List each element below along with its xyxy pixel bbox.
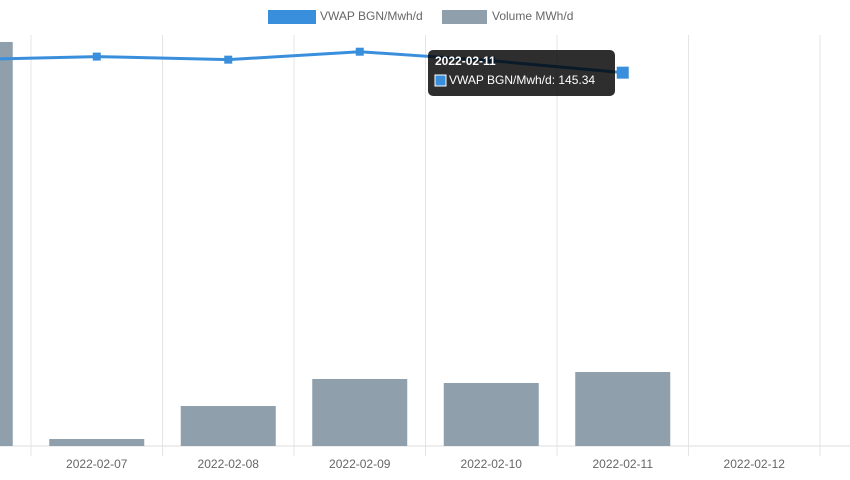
tooltip-swatch (434, 74, 447, 87)
x-tick-label: 2022-02-08 (198, 457, 260, 471)
point (616, 66, 629, 79)
bar (443, 382, 539, 446)
x-tick-label: 2022-02-12 (724, 457, 786, 471)
bar (180, 406, 276, 446)
x-tick-label: 2022-02-09 (329, 457, 391, 471)
legend-label: Volume MWh/d (492, 9, 573, 23)
tooltip-sep: : (552, 73, 559, 87)
point (224, 55, 233, 64)
tooltip-value: 145.34 (558, 73, 595, 87)
tooltip-title: 2022-02-11 (435, 54, 496, 68)
x-tick-label: 2022-02-11 (593, 457, 654, 471)
point (355, 47, 364, 56)
tooltip-series: VWAP BGN/Mwh/d (449, 73, 552, 87)
bar (0, 41, 13, 446)
x-tick-label: 2022-02-07 (66, 457, 128, 471)
tooltip-body: VWAP BGN/Mwh/d: 145.34 (449, 73, 595, 87)
bar (312, 379, 408, 446)
legend-swatch (442, 10, 487, 24)
legend-label: VWAP BGN/Mwh/d (320, 9, 423, 23)
tooltip-box (428, 50, 615, 96)
tooltip: 2022-02-11 VWAP BGN/Mwh/d: 145.34 (428, 50, 615, 96)
x-tick-label: 2022-02-10 (461, 457, 523, 471)
point (92, 52, 101, 61)
legend-swatch (268, 10, 316, 24)
bar (575, 372, 671, 446)
bar (49, 439, 145, 446)
